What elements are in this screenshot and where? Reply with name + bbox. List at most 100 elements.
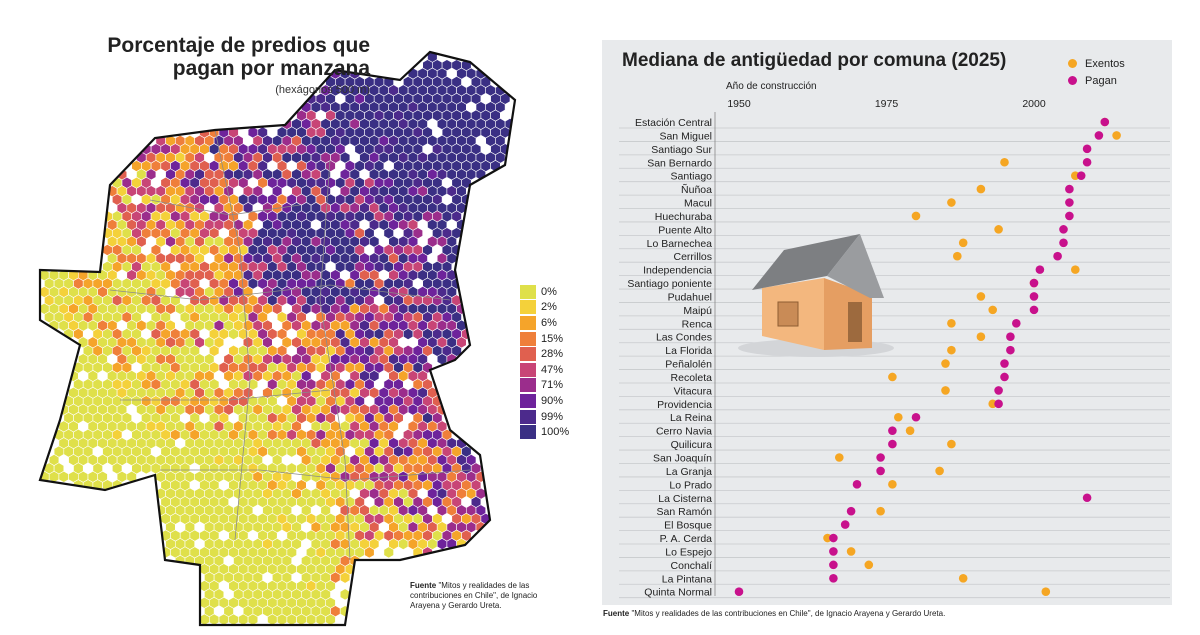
category-label: Santiago poniente [627, 278, 712, 290]
category-label: Pudahuel [668, 291, 712, 303]
legend-row: 15% [520, 331, 590, 347]
dot-exentos [947, 345, 956, 355]
category-label: Quinta Normal [644, 587, 712, 599]
dot-exentos [1112, 131, 1121, 140]
category-label: Recoleta [671, 372, 713, 384]
category-label: Lo Prado [669, 479, 712, 491]
dot-exentos [1071, 171, 1080, 180]
legend-swatch [520, 393, 536, 408]
map-title-line2: pagan por manzana [172, 57, 370, 80]
chart-title: Mediana de antigüedad por comuna (2025) [622, 50, 1007, 71]
map-hexagon [58, 470, 69, 483]
dot-exentos [953, 251, 962, 261]
legend-row: 100% [520, 424, 590, 440]
dot-pagan [1082, 144, 1092, 154]
map-hexagon [218, 613, 229, 625]
map-source-label: Fuente [410, 581, 437, 590]
dot-exentos [976, 292, 986, 301]
dot-pagan [994, 399, 1003, 409]
dot-pagan [888, 426, 897, 435]
category-label: Ñuñoa [681, 183, 712, 196]
dot-pagan [1006, 345, 1015, 355]
map-hexagon [315, 613, 327, 625]
dot-pagan [1029, 305, 1039, 315]
category-label: San Joaquín [653, 453, 712, 465]
legend-label: 71% [541, 379, 564, 392]
x-tick-label: 1975 [875, 98, 899, 110]
chart-source-text: "Mitos y realidades de las contribucione… [631, 609, 946, 618]
map-hexagon [436, 538, 448, 550]
dot-exentos [976, 332, 986, 342]
map-hexagon [82, 479, 94, 492]
legend-label: 15% [541, 332, 564, 345]
map-hexagon [305, 613, 317, 625]
dot-pagan [829, 560, 838, 570]
category-label: Lo Espejo [665, 546, 712, 558]
category-label: La Cisterna [658, 493, 712, 505]
legend-label: 100% [541, 426, 570, 439]
dot-exentos [935, 466, 944, 476]
legend-swatch [520, 409, 536, 424]
legend-label-pagan: Pagan [1085, 74, 1117, 87]
x-tick-label: 2000 [1022, 98, 1046, 110]
legend-label: 2% [541, 301, 557, 314]
dot-pagan [1029, 278, 1039, 288]
dot-exentos [941, 359, 950, 368]
dot-exentos [1071, 265, 1080, 274]
category-label: Estación Central [635, 117, 712, 129]
legend-swatch [520, 362, 536, 377]
map-hexagon [364, 546, 375, 559]
map-hexagon [383, 546, 394, 559]
map-hexagon [247, 613, 259, 625]
dot-pagan [829, 547, 838, 556]
legend-row: 71% [520, 378, 590, 394]
dot-exentos [876, 506, 885, 516]
map-hexagon [296, 613, 307, 625]
legend-row: 28% [520, 346, 590, 362]
legend-dot-exentos [1068, 59, 1077, 68]
category-label: San Bernardo [647, 157, 712, 169]
legend-row: 6% [520, 315, 590, 331]
legend-row: 2% [520, 300, 590, 316]
commune-boundary [160, 469, 471, 481]
dot-exentos [905, 426, 915, 435]
map-source: Fuente "Mitos y realidades de las contri… [410, 581, 560, 611]
dot-exentos [941, 386, 950, 395]
dot-pagan [1094, 131, 1104, 140]
legend-swatch [520, 315, 536, 330]
category-label: Vitacura [674, 385, 712, 397]
legend-row: 47% [520, 362, 590, 378]
chart-source-label: Fuente [603, 609, 630, 618]
dot-exentos [888, 372, 897, 382]
category-label: Providencia [657, 399, 712, 411]
map-legend: 0% 2% 6% 15% 28% 47% 71% 90% 99% 100% [520, 284, 590, 440]
dot-pagan [1000, 372, 1009, 382]
x-tick-label: 1950 [727, 98, 751, 110]
map-hexagon [286, 613, 297, 625]
dot-exentos [888, 480, 897, 489]
map-hexagon [141, 462, 152, 475]
commune-boundary [109, 284, 451, 301]
dot-pagan [1076, 171, 1086, 180]
category-label: San Miguel [659, 130, 712, 142]
dot-pagan [1053, 251, 1062, 261]
legend-swatch [520, 284, 536, 299]
category-label: La Granja [666, 466, 712, 478]
dot-exentos [823, 533, 832, 543]
legend-row: 90% [520, 393, 590, 409]
dot-pagan [1082, 493, 1092, 503]
dot-pagan [1029, 292, 1039, 301]
dot-pagan [846, 506, 856, 516]
category-label: Lo Barnechea [647, 238, 713, 250]
hexagon-grid [40, 52, 515, 625]
commune-boundary [149, 199, 301, 216]
category-label: P. A. Cerda [660, 533, 713, 545]
dot-pagan [1000, 359, 1009, 368]
category-label: Las Condes [656, 332, 712, 344]
dot-exentos [1041, 587, 1051, 596]
dot-pagan [1059, 238, 1068, 248]
dot-exentos [947, 319, 956, 328]
map-title: Porcentaje de predios que pagan por manz… [80, 34, 370, 80]
category-label: Cerro Navia [656, 426, 712, 438]
map-hexagon [276, 613, 288, 625]
